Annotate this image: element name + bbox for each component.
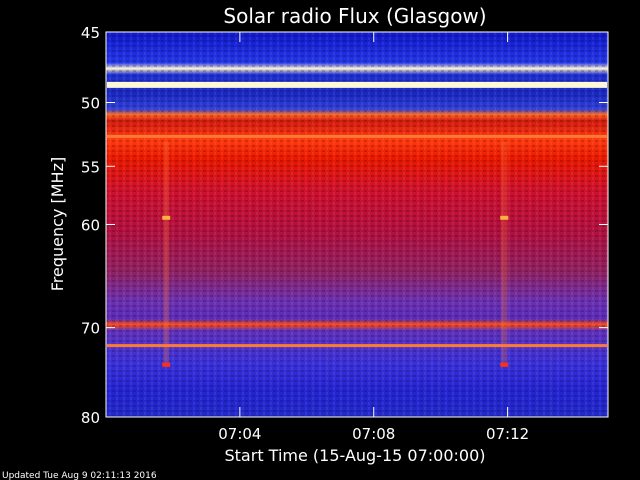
emission-line-1 — [107, 134, 607, 138]
x-tick-label-1: 07:08 — [352, 425, 395, 443]
y-axis-ticks: 45 50 55 60 70 80 — [81, 24, 608, 427]
burst-spot-1 — [500, 215, 509, 220]
plot-area — [105, 31, 609, 418]
chart-title: Solar radio Flux (Glasgow) — [223, 4, 486, 28]
emission-line-0 — [107, 81, 607, 88]
emission-features — [107, 81, 607, 367]
broadband-stripe-0 — [163, 141, 170, 365]
spectrogram-texture — [106, 32, 608, 417]
x-axis-ticks: 07:04 07:08 07:12 — [218, 32, 529, 443]
y-tick-label-0: 45 — [81, 24, 100, 42]
y-axis-label: Frequency [MHz] — [48, 157, 67, 291]
y-tick-label-2: 55 — [81, 158, 100, 176]
burst-spot-0 — [162, 215, 171, 220]
x-tick-label-2: 07:12 — [486, 425, 529, 443]
y-tick-label-3: 60 — [81, 217, 100, 235]
burst-spot-low-0 — [162, 362, 171, 367]
emission-line-2 — [107, 344, 607, 348]
updated-timestamp: Updated Tue Aug 9 02:11:13 2016 — [2, 471, 157, 480]
x-tick-label-0: 07:04 — [218, 425, 261, 443]
x-axis-label: Start Time (15-Aug-15 07:00:00) — [225, 446, 486, 465]
y-tick-label-1: 50 — [81, 95, 100, 113]
y-tick-label-4: 70 — [81, 320, 100, 338]
y-tick-label-5: 80 — [81, 409, 100, 427]
broadband-stripe-1 — [501, 141, 508, 365]
burst-spot-low-1 — [500, 362, 509, 367]
